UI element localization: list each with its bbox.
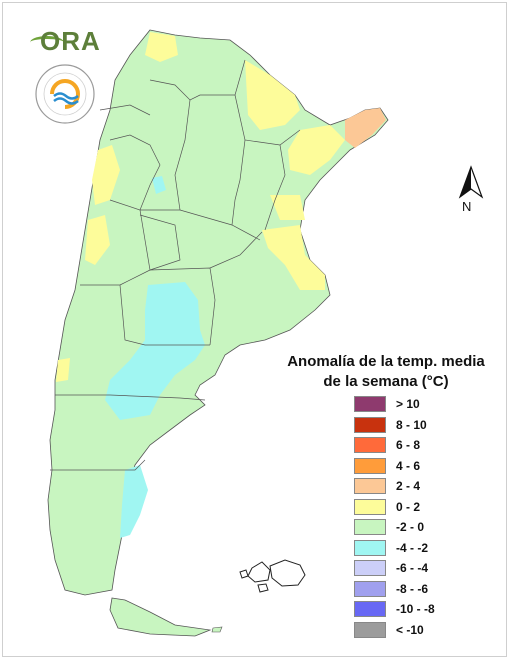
anomaly-zone-east-mid (262, 225, 325, 290)
legend-swatch (354, 478, 386, 494)
legend-row: 0 - 2 (354, 498, 484, 517)
anomaly-zone-misiones (345, 108, 386, 148)
legend-swatch (354, 457, 386, 474)
isla-estados (211, 626, 223, 633)
north-label: N (462, 199, 472, 214)
ora-logo-icon: ORA (30, 22, 102, 62)
legend-label: 6 - 8 (396, 438, 421, 452)
legend-row: > 10 (354, 396, 484, 414)
anomaly-zone-catamarca (152, 176, 166, 194)
legend-swatch (354, 560, 386, 576)
legend-swatch (354, 498, 386, 515)
legend-label: -6 - -4 (396, 561, 429, 575)
smn-seal-icon (35, 64, 95, 124)
legend-swatch (354, 396, 386, 412)
anomaly-zone-patagonia-north (105, 282, 205, 420)
legend-swatch (354, 601, 386, 617)
ora-logo-text: ORA (40, 26, 101, 56)
legend-row: -4 - -2 (354, 539, 484, 558)
province-borders (50, 59, 301, 471)
anomaly-zone-west-1 (92, 145, 120, 205)
legend-row: -2 - 0 (354, 519, 484, 537)
ora-swoosh-icon (30, 36, 64, 49)
anomaly-zone-patagonia-south (120, 465, 148, 538)
legend-row: -6 - -4 (354, 560, 484, 578)
anomaly-zone-littoral (270, 195, 305, 220)
anomaly-zone-west-2 (85, 215, 110, 265)
anomaly-zone-mesopotamia (288, 125, 345, 175)
legend-label: 2 - 4 (396, 479, 421, 493)
legend-title-line1: Anomalía de la temp. media (287, 353, 485, 370)
legend-row: -10 - -8 (354, 601, 484, 619)
legend-row: 4 - 6 (354, 457, 484, 476)
legend-label: 8 - 10 (396, 417, 427, 432)
legend-swatch (354, 539, 386, 556)
north-arrow: N (456, 165, 486, 217)
legend-label: 0 - 2 (396, 499, 421, 514)
legend-row: 6 - 8 (354, 437, 484, 455)
legend-row: -8 - -6 (354, 580, 484, 599)
anomaly-zone-west-3 (56, 358, 70, 382)
legend-row: 8 - 10 (354, 416, 484, 435)
legend-label: > 10 (396, 397, 420, 411)
legend-label: 4 - 6 (396, 458, 421, 473)
legend-swatch (354, 437, 386, 453)
north-arrow-icon (458, 165, 484, 199)
legend-label: -4 - -2 (396, 540, 429, 555)
legend-label: -10 - -8 (396, 602, 435, 616)
legend-label: < -10 (396, 622, 424, 637)
legend-swatch (354, 580, 386, 597)
legend: Anomalía de la temp. media de la semana … (276, 352, 496, 638)
legend-swatch (354, 416, 386, 433)
islas-malvinas (239, 559, 306, 593)
legend-row: 2 - 4 (354, 478, 484, 496)
legend-swatch (354, 519, 386, 535)
anomaly-zone-northwest-top (145, 32, 178, 62)
legend-label: -8 - -6 (396, 581, 429, 596)
argentina-mainland (47, 29, 389, 596)
legend-label: -2 - 0 (396, 520, 425, 534)
tierra-del-fuego (109, 597, 212, 637)
anomaly-zone-north-east (245, 60, 300, 130)
legend-row: < -10 (354, 621, 484, 640)
legend-title-line2: de la semana (°C) (323, 373, 449, 390)
legend-swatch (354, 621, 386, 638)
